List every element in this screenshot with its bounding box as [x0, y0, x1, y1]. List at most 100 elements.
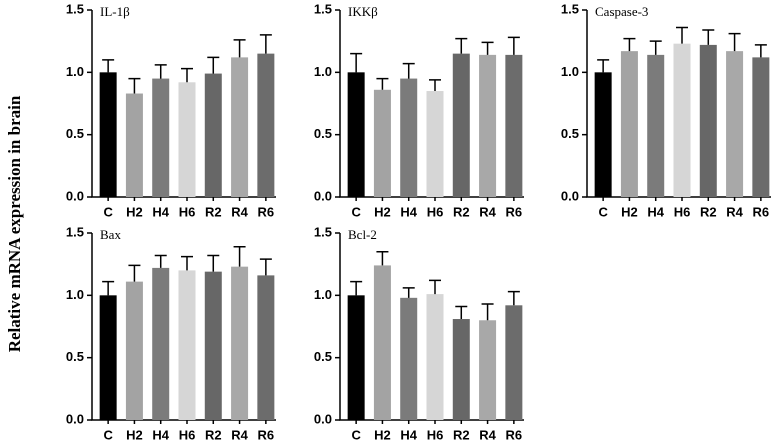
- chart-title: IL-1β: [100, 4, 130, 19]
- x-tick-label: C: [351, 204, 361, 219]
- bar: [231, 266, 249, 420]
- y-tick-label: 0.5: [66, 349, 84, 364]
- error-bar: [623, 37, 636, 52]
- x-tick-label: H6: [427, 427, 444, 442]
- x-tick-label: R2: [700, 204, 717, 219]
- bar: [400, 78, 418, 197]
- error-bar: [728, 32, 741, 52]
- x-tick-label: R6: [506, 204, 523, 219]
- bar: [347, 295, 365, 420]
- chart-title: Bcl-2: [348, 227, 377, 242]
- x-tick-label: H2: [374, 427, 391, 442]
- bar: [452, 319, 470, 420]
- error-bar: [207, 254, 220, 272]
- x-tick-label: H2: [374, 204, 391, 219]
- bar: [594, 72, 612, 197]
- error-bar: [350, 280, 363, 296]
- y-tick-label: 0.5: [314, 126, 332, 141]
- error-bar: [233, 245, 246, 267]
- error-bar: [754, 44, 767, 58]
- x-tick-label: H6: [179, 204, 196, 219]
- error-bar: [259, 258, 272, 276]
- bar: [752, 57, 770, 197]
- x-tick-label: R4: [726, 204, 743, 219]
- bar: [204, 73, 222, 197]
- error-bar: [233, 39, 246, 58]
- bar: [152, 267, 170, 420]
- x-tick-label: C: [103, 427, 113, 442]
- bar: [726, 51, 744, 197]
- y-tick-label: 1.5: [314, 224, 332, 239]
- y-tick-label: 1.5: [561, 1, 579, 16]
- error-bar: [649, 40, 662, 55]
- y-tick-label: 0.5: [66, 126, 84, 141]
- bar: [673, 43, 691, 197]
- x-tick-label: H4: [400, 204, 417, 219]
- x-tick-label: R6: [753, 204, 770, 219]
- error-bar: [207, 56, 220, 74]
- x-tick-label: H6: [179, 427, 196, 442]
- error-bar: [676, 26, 688, 44]
- bar: [347, 72, 365, 197]
- x-tick-label: H6: [427, 204, 444, 219]
- bar: [426, 91, 444, 197]
- x-tick-label: R2: [453, 204, 470, 219]
- x-tick-label: H2: [126, 427, 143, 442]
- x-tick-label: C: [351, 427, 361, 442]
- x-tick-label: H4: [152, 204, 169, 219]
- bar: [373, 89, 391, 197]
- error-bar: [102, 59, 115, 73]
- chart-title: Caspase-3: [595, 4, 648, 19]
- error-bar: [102, 280, 115, 296]
- bar: [231, 57, 249, 197]
- y-tick-label: 0.5: [561, 126, 579, 141]
- bar: [125, 281, 143, 420]
- error-bar: [154, 64, 167, 79]
- error-bar: [128, 264, 141, 282]
- error-bar: [402, 62, 415, 79]
- x-tick-label: H2: [126, 204, 143, 219]
- x-tick-label: H4: [647, 204, 664, 219]
- x-tick-label: R6: [258, 204, 275, 219]
- bar: [426, 294, 444, 420]
- x-tick-label: R2: [205, 427, 222, 442]
- chart-title: IKKβ: [348, 4, 378, 19]
- chart-title: Bax: [100, 227, 121, 242]
- error-bar: [350, 52, 363, 73]
- bar: [178, 270, 196, 420]
- error-bar: [259, 34, 272, 54]
- y-tick-label: 1.5: [66, 224, 84, 239]
- error-bar: [429, 79, 441, 92]
- y-tick-label: 0.0: [314, 411, 332, 426]
- bar: [99, 295, 117, 420]
- y-axis-label: Relative mRNA expression in brain: [5, 95, 24, 352]
- error-bar: [455, 305, 468, 320]
- error-bar: [507, 36, 520, 55]
- y-tick-label: 0.0: [66, 411, 84, 426]
- error-bar: [402, 287, 415, 298]
- error-bar: [181, 67, 193, 83]
- bar: [479, 320, 497, 420]
- y-tick-label: 1.0: [314, 287, 332, 302]
- y-tick-label: 1.0: [314, 64, 332, 79]
- y-tick-label: 1.5: [66, 1, 84, 16]
- x-tick-label: R4: [231, 427, 248, 442]
- error-bar: [376, 250, 389, 266]
- error-bar: [481, 41, 494, 55]
- y-tick-label: 0.0: [314, 188, 332, 203]
- bar: [257, 53, 275, 198]
- y-tick-label: 1.5: [314, 1, 332, 16]
- bar: [505, 305, 523, 420]
- error-bar: [181, 255, 193, 271]
- error-bar: [702, 29, 715, 45]
- y-tick-label: 1.0: [66, 287, 84, 302]
- x-tick-label: H4: [400, 427, 417, 442]
- x-tick-label: R4: [231, 204, 248, 219]
- x-tick-label: C: [598, 204, 608, 219]
- y-tick-label: 0.0: [561, 188, 579, 203]
- x-tick-label: C: [103, 204, 113, 219]
- x-tick-label: R6: [258, 427, 275, 442]
- error-bar: [481, 303, 494, 321]
- x-tick-label: H2: [621, 204, 638, 219]
